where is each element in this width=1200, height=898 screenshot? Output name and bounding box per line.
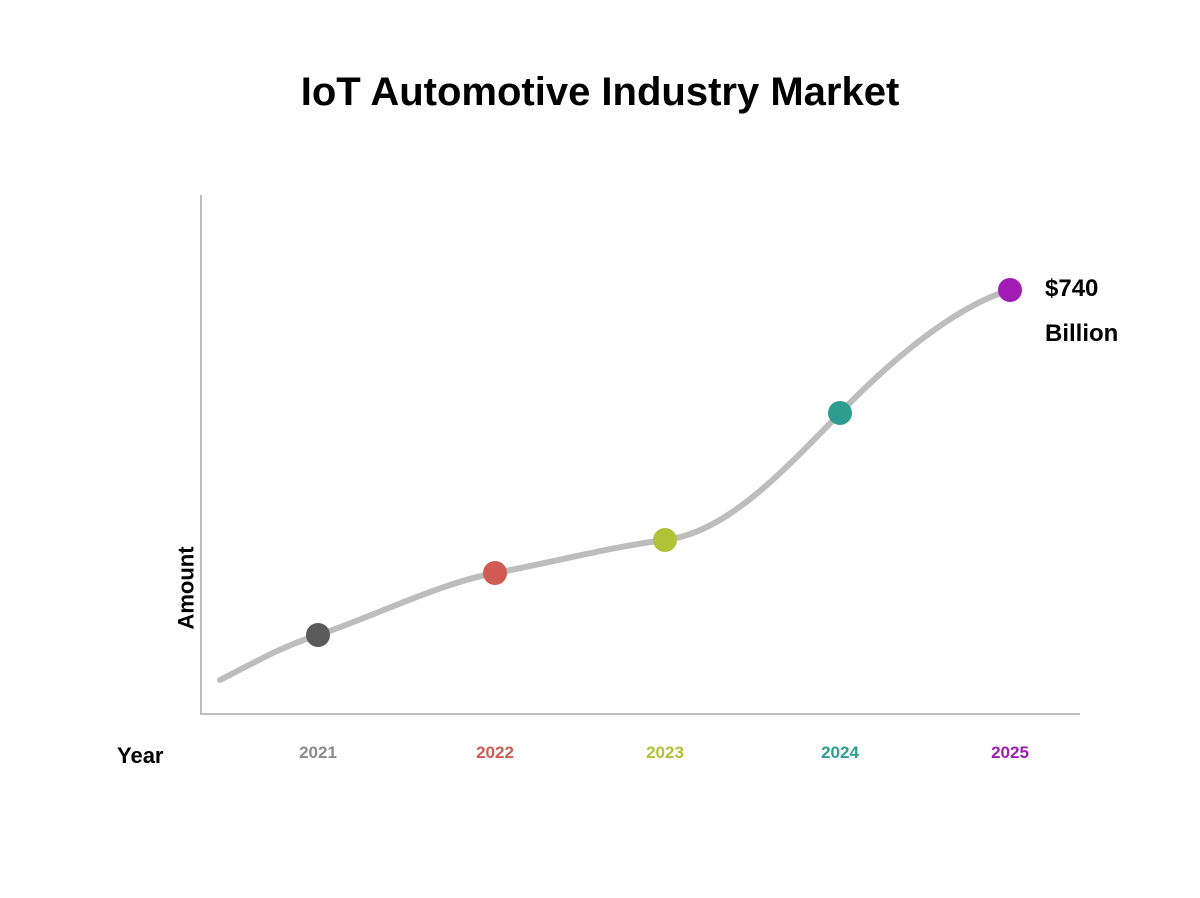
data-point-2025 (998, 278, 1022, 302)
final-value-unit: Billion (1045, 320, 1118, 348)
x-tick-2022: 2022 (476, 743, 514, 763)
chart-area (200, 195, 1080, 715)
data-point-2024 (828, 401, 852, 425)
data-point-2023 (653, 528, 677, 552)
line-curve (200, 195, 1080, 715)
data-point-2022 (483, 561, 507, 585)
final-value-amount: $740 (1045, 275, 1098, 303)
y-axis-label: Amount (174, 546, 200, 629)
chart-wrapper: Amount Year $740 Billion 202120222023202… (100, 155, 1100, 805)
x-tick-2024: 2024 (821, 743, 859, 763)
x-tick-2023: 2023 (646, 743, 684, 763)
chart-title: IoT Automotive Industry Market (0, 70, 1200, 115)
x-tick-2021: 2021 (299, 743, 337, 763)
x-tick-2025: 2025 (991, 743, 1029, 763)
data-point-2021 (306, 623, 330, 647)
chart-container: IoT Automotive Industry Market Amount Ye… (0, 0, 1200, 898)
x-axis-label: Year (117, 743, 164, 769)
